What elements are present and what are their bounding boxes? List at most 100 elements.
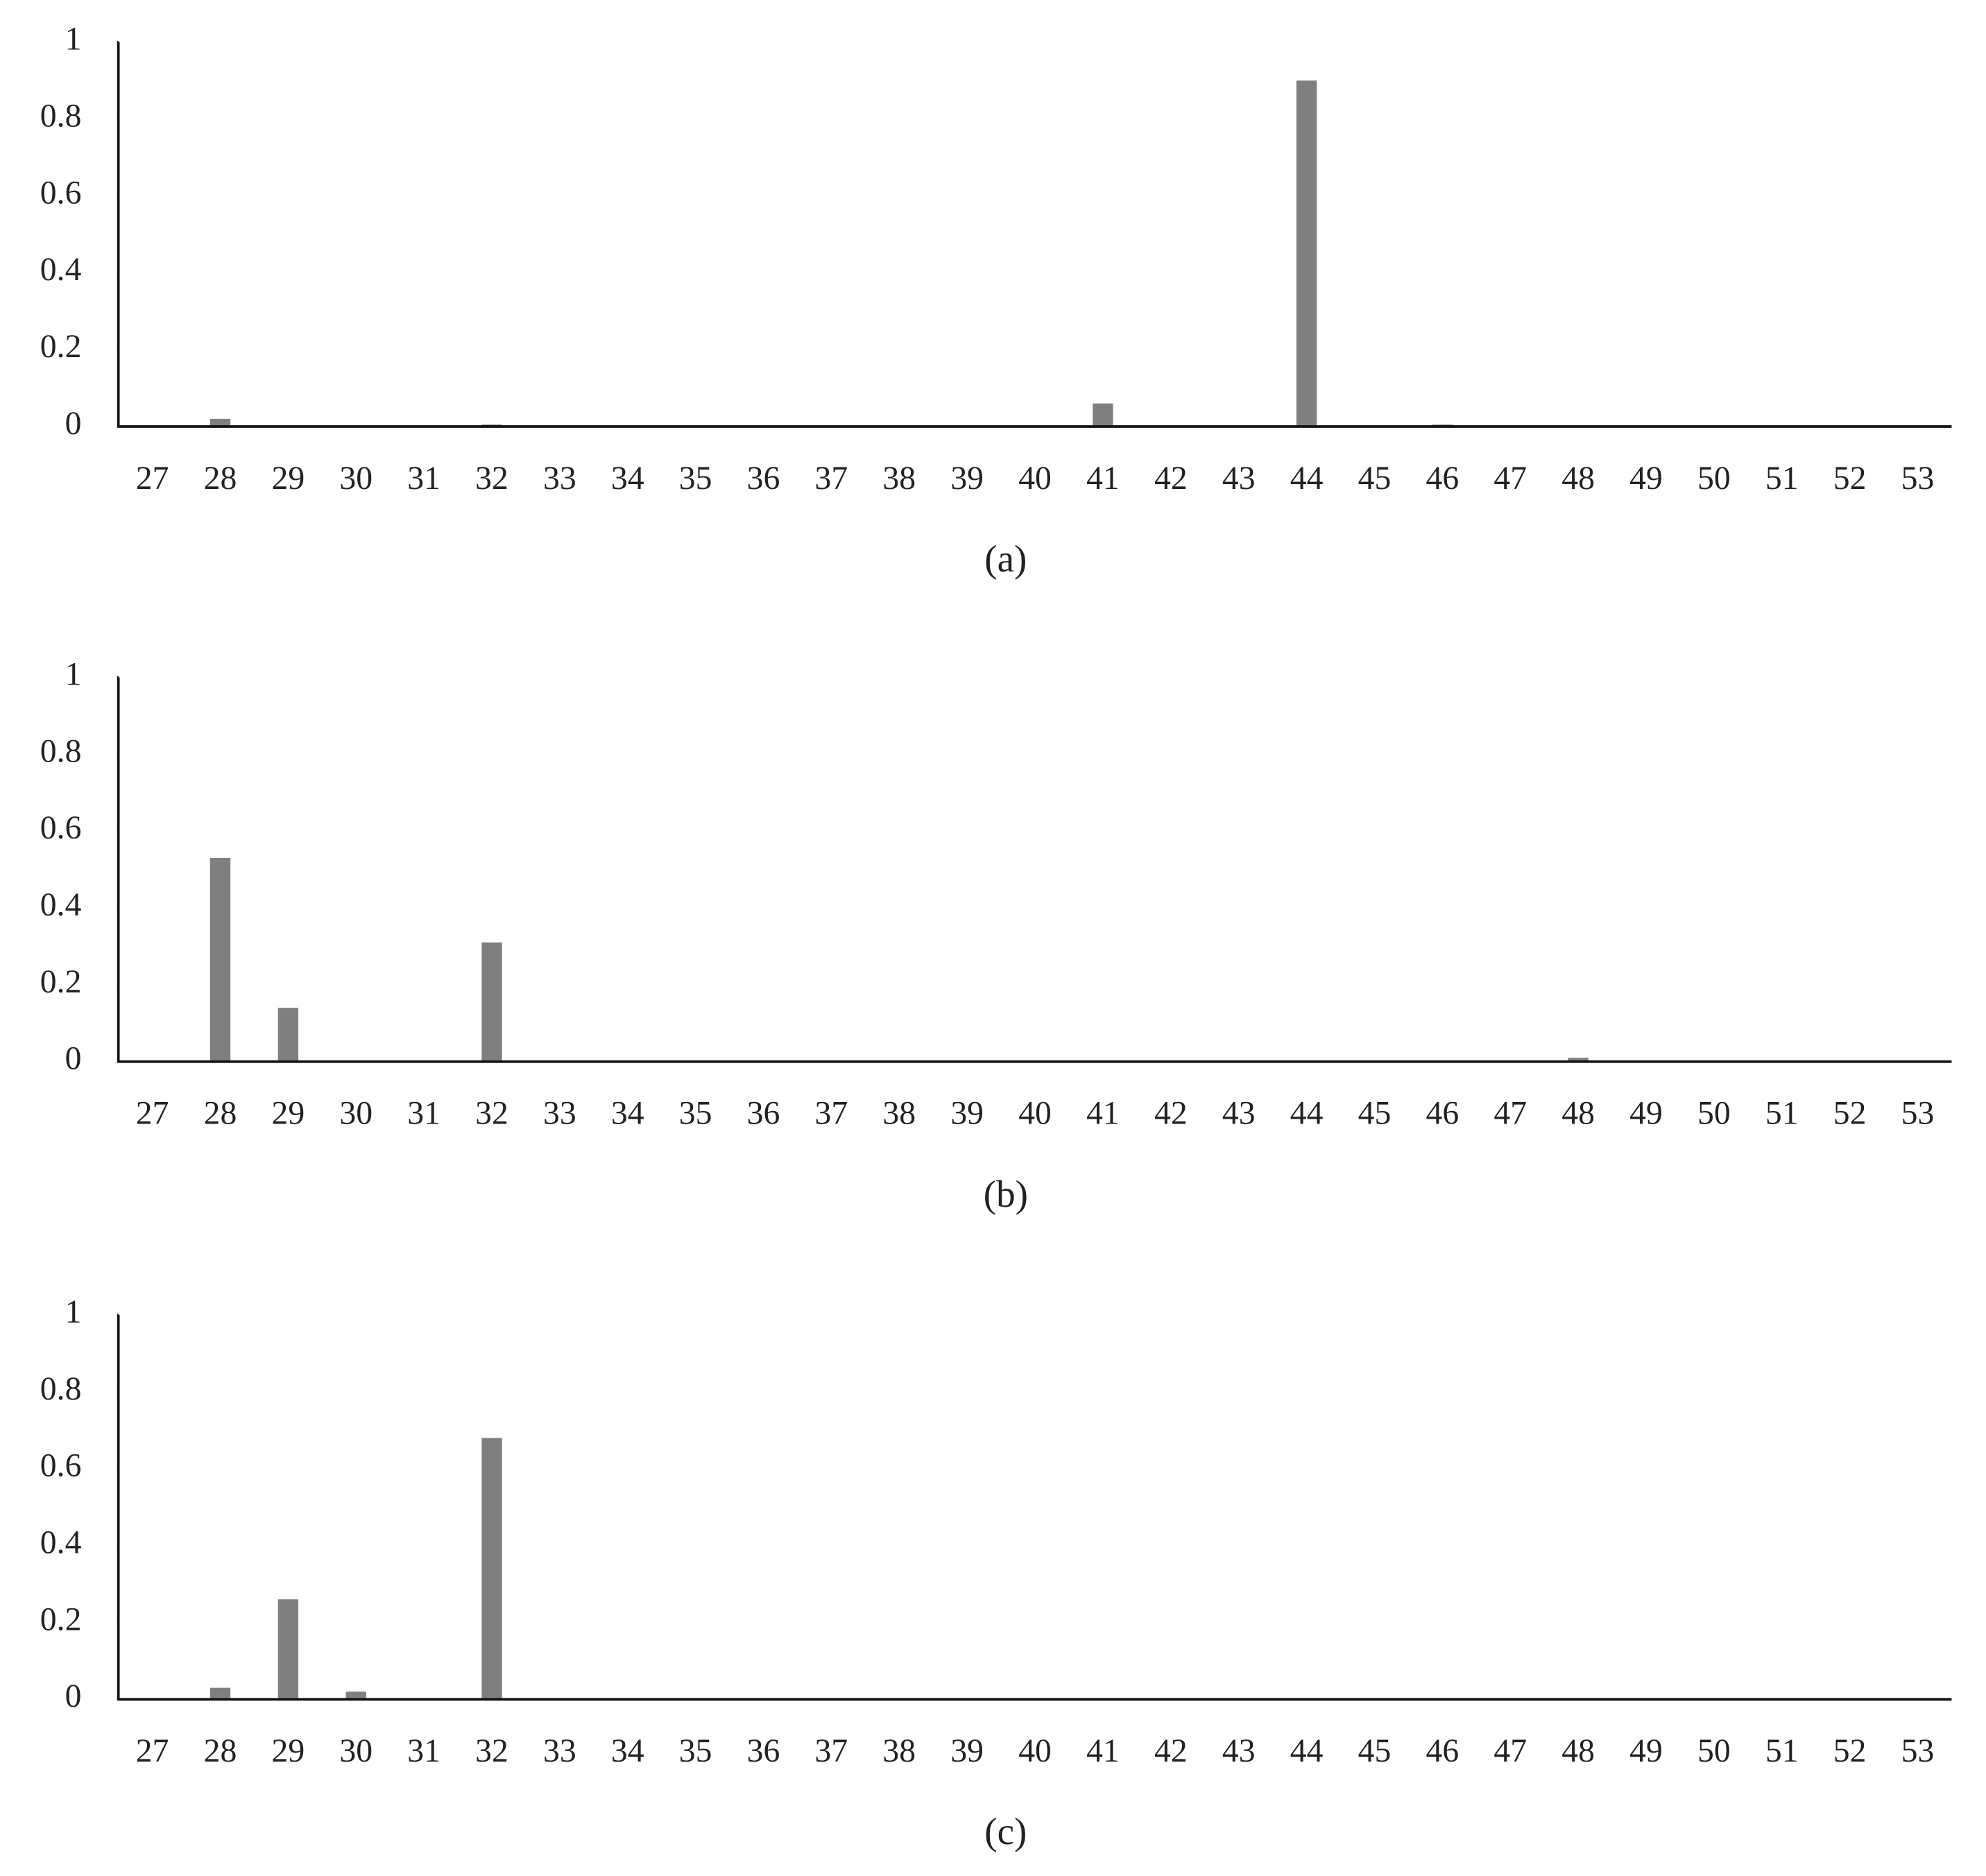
caption: (c) xyxy=(984,1810,1027,1852)
x-tick-label: 45 xyxy=(1358,1732,1392,1769)
x-tick-label: 28 xyxy=(204,460,237,497)
x-tick-label: 36 xyxy=(747,1095,780,1132)
bar xyxy=(1296,80,1317,427)
x-tick-label: 49 xyxy=(1629,460,1663,497)
x-tick-label: 46 xyxy=(1426,1732,1459,1769)
x-tick-label: 46 xyxy=(1426,1095,1459,1132)
x-tick-label: 41 xyxy=(1086,1095,1120,1132)
x-tick-label: 38 xyxy=(882,460,916,497)
x-tick-label: 27 xyxy=(136,460,169,497)
x-tick-label: 51 xyxy=(1765,460,1799,497)
x-tick-label: 51 xyxy=(1765,1732,1799,1769)
x-tick-label: 43 xyxy=(1222,1095,1256,1132)
x-tick-label: 28 xyxy=(204,1732,237,1769)
y-tick-label: 0 xyxy=(65,405,82,442)
x-tick-label: 29 xyxy=(272,1095,305,1132)
x-tick-label: 32 xyxy=(475,460,508,497)
x-tick-label: 48 xyxy=(1561,460,1595,497)
x-tick-label: 40 xyxy=(1018,1095,1052,1132)
x-tick-label: 36 xyxy=(747,1732,780,1769)
x-tick-label: 33 xyxy=(543,460,576,497)
y-tick-label: 0.8 xyxy=(40,732,82,769)
y-tick-label: 0 xyxy=(65,1678,82,1714)
x-tick-label: 33 xyxy=(543,1095,576,1132)
y-tick-label: 0.6 xyxy=(40,1447,82,1484)
bar xyxy=(1093,403,1113,427)
x-tick-label: 52 xyxy=(1833,1095,1867,1132)
x-tick-label: 47 xyxy=(1493,460,1527,497)
x-tick-label: 38 xyxy=(882,1732,916,1769)
x-tick-label: 30 xyxy=(339,1732,373,1769)
x-tick-label: 50 xyxy=(1697,1732,1731,1769)
bar xyxy=(209,418,231,427)
x-tick-label: 34 xyxy=(611,460,644,497)
x-tick-label: 53 xyxy=(1901,1732,1935,1769)
x-tick-label: 50 xyxy=(1697,460,1731,497)
x-tick-label: 39 xyxy=(950,1732,984,1769)
x-tick-label: 52 xyxy=(1833,1732,1867,1769)
x-tick-label: 42 xyxy=(1154,460,1188,497)
bar xyxy=(481,942,502,1062)
x-tick-label: 37 xyxy=(815,1095,848,1132)
x-tick-label: 35 xyxy=(679,1732,712,1769)
x-tick-label: 30 xyxy=(339,460,373,497)
y-tick-label: 1 xyxy=(65,655,82,692)
x-tick-label: 48 xyxy=(1561,1732,1595,1769)
x-tick-label: 53 xyxy=(1901,1095,1935,1132)
x-tick-label: 50 xyxy=(1697,1095,1731,1132)
y-tick-label: 0.2 xyxy=(40,963,82,1000)
x-tick-label: 28 xyxy=(204,1095,237,1132)
x-tick-label: 45 xyxy=(1358,460,1392,497)
bar xyxy=(481,1438,502,1700)
x-tick-label: 42 xyxy=(1154,1732,1188,1769)
x-tick-label: 30 xyxy=(339,1095,373,1132)
caption: (a) xyxy=(984,537,1027,580)
x-tick-label: 44 xyxy=(1290,460,1324,497)
x-tick-label: 37 xyxy=(815,1732,848,1769)
x-tick-label: 32 xyxy=(475,1095,508,1132)
x-tick-label: 35 xyxy=(679,460,712,497)
x-tick-label: 51 xyxy=(1765,1095,1799,1132)
x-tick-label: 33 xyxy=(543,1732,576,1769)
x-tick-label: 39 xyxy=(950,1095,984,1132)
x-tick-label: 46 xyxy=(1426,460,1459,497)
bar xyxy=(209,858,231,1062)
x-tick-label: 35 xyxy=(679,1095,712,1132)
y-tick-label: 0.4 xyxy=(40,251,82,288)
x-tick-label: 37 xyxy=(815,460,848,497)
x-tick-label: 44 xyxy=(1290,1732,1324,1769)
x-tick-label: 45 xyxy=(1358,1095,1392,1132)
bar xyxy=(1568,1058,1589,1062)
x-tick-label: 31 xyxy=(407,1095,440,1132)
bar xyxy=(345,1692,366,1700)
y-tick-label: 0.6 xyxy=(40,809,82,846)
y-tick-label: 0.2 xyxy=(40,328,82,365)
x-tick-label: 53 xyxy=(1901,460,1935,497)
x-tick-label: 32 xyxy=(475,1732,508,1769)
y-tick-label: 0.2 xyxy=(40,1601,82,1637)
x-tick-label: 49 xyxy=(1629,1095,1663,1132)
x-tick-label: 36 xyxy=(747,460,780,497)
y-tick-label: 1 xyxy=(65,21,82,58)
x-tick-label: 39 xyxy=(950,460,984,497)
x-tick-label: 29 xyxy=(272,1732,305,1769)
x-tick-label: 52 xyxy=(1833,460,1867,497)
x-tick-label: 42 xyxy=(1154,1095,1188,1132)
x-tick-label: 27 xyxy=(136,1732,169,1769)
x-tick-label: 43 xyxy=(1222,460,1256,497)
x-tick-label: 43 xyxy=(1222,1732,1256,1769)
x-tick-label: 41 xyxy=(1086,1732,1120,1769)
x-tick-label: 31 xyxy=(407,1732,440,1769)
y-tick-label: 0 xyxy=(65,1040,82,1077)
y-tick-label: 0.8 xyxy=(40,1370,82,1407)
y-tick-label: 0.4 xyxy=(40,1524,82,1560)
x-tick-label: 48 xyxy=(1561,1095,1595,1132)
y-tick-label: 0.4 xyxy=(40,886,82,923)
caption: (b) xyxy=(984,1173,1028,1215)
bar xyxy=(277,1599,299,1700)
x-tick-label: 29 xyxy=(272,460,305,497)
y-tick-label: 0.6 xyxy=(40,174,82,211)
x-tick-label: 49 xyxy=(1629,1732,1663,1769)
